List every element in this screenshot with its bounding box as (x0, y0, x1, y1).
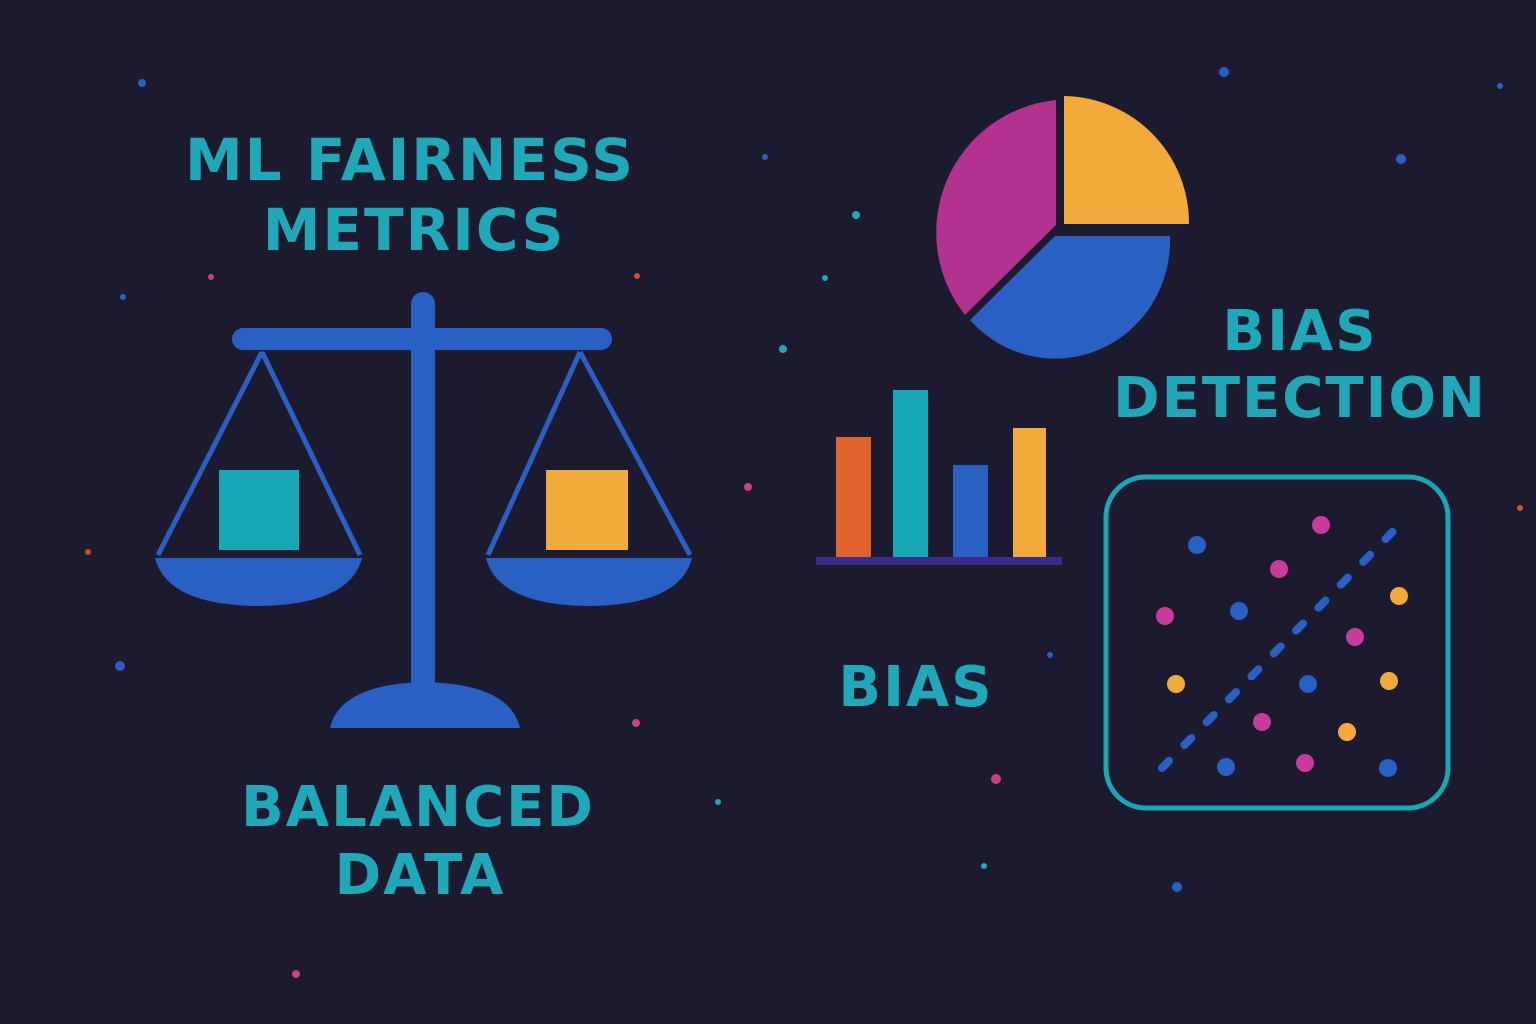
heading-line: METRICS (263, 196, 566, 264)
heading-line: ML FAIRNESS (185, 126, 635, 194)
detection-line: BIAS (1222, 299, 1377, 364)
bar-icon (816, 390, 1062, 565)
detection-line: DETECTION (1113, 366, 1487, 431)
bias-label: BIAS (838, 655, 993, 720)
scatter-icon (1103, 474, 1451, 811)
balance-scale (155, 292, 693, 728)
pie-icon (936, 96, 1190, 359)
balanced-line: DATA (335, 843, 506, 908)
stars (85, 67, 1523, 978)
balanced-line: BALANCED (241, 775, 595, 840)
